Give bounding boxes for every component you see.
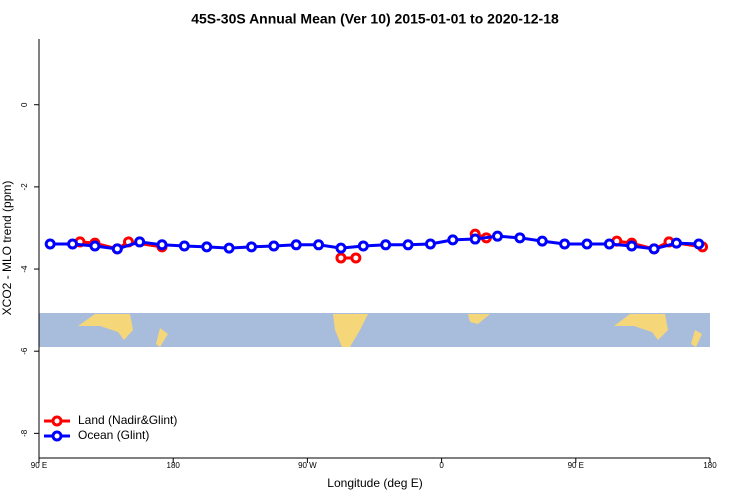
point: [178, 240, 190, 252]
series: [44, 230, 705, 255]
x-tick-label: 90 W: [298, 461, 317, 470]
point: [469, 233, 481, 245]
legend-label: Ocean (Glint): [78, 428, 149, 442]
x-tick-label: 90 E: [568, 461, 584, 470]
y-tick-label: -8: [20, 429, 29, 437]
point: [350, 252, 362, 264]
point: [670, 237, 682, 249]
point: [268, 240, 280, 252]
point: [156, 239, 168, 251]
point: [603, 238, 615, 250]
legend-marker: [51, 415, 63, 427]
point: [335, 242, 347, 254]
y-axis-label: XCO2 - MLO trend (ppm): [0, 181, 14, 316]
x-tick-label: 90 E: [31, 461, 47, 470]
point: [313, 239, 325, 251]
point: [380, 239, 392, 251]
point: [335, 252, 347, 264]
legend-label: Land (Nadir&Glint): [78, 413, 177, 427]
point: [693, 238, 705, 250]
continent: [614, 314, 668, 340]
continent: [691, 330, 702, 347]
point: [514, 232, 526, 244]
point: [536, 235, 548, 247]
point: [245, 241, 257, 253]
point: [424, 238, 436, 250]
point: [559, 238, 571, 250]
point: [290, 239, 302, 251]
legend-marker: [51, 430, 63, 442]
y-tick-label: -2: [20, 183, 29, 191]
ocean-band: [39, 313, 710, 347]
point: [447, 234, 459, 246]
continent: [156, 328, 168, 347]
continent: [333, 314, 368, 347]
chart-title: 45S-30S Annual Mean (Ver 10) 2015-01-01 …: [191, 11, 559, 27]
x-tick-label: 0: [439, 461, 444, 470]
point: [111, 243, 123, 255]
point: [626, 240, 638, 252]
point: [402, 239, 414, 251]
point: [648, 243, 660, 255]
point: [44, 238, 56, 250]
continent: [78, 314, 133, 340]
point: [89, 240, 101, 252]
x-axis-label: Longitude (deg E): [327, 476, 422, 490]
point: [67, 238, 79, 250]
point: [581, 238, 593, 250]
y-tick-label: -4: [20, 265, 29, 273]
point: [201, 241, 213, 253]
world-map-strip: [39, 313, 710, 347]
point: [357, 240, 369, 252]
continent: [468, 314, 490, 324]
y-tick-label: -6: [20, 347, 29, 355]
x-tick-label: 180: [167, 461, 181, 470]
point: [492, 230, 504, 242]
point: [134, 236, 146, 248]
y-tick-label: 0: [20, 102, 29, 107]
series-line: [50, 234, 699, 251]
point: [223, 242, 235, 254]
x-tick-label: 180: [703, 461, 717, 470]
